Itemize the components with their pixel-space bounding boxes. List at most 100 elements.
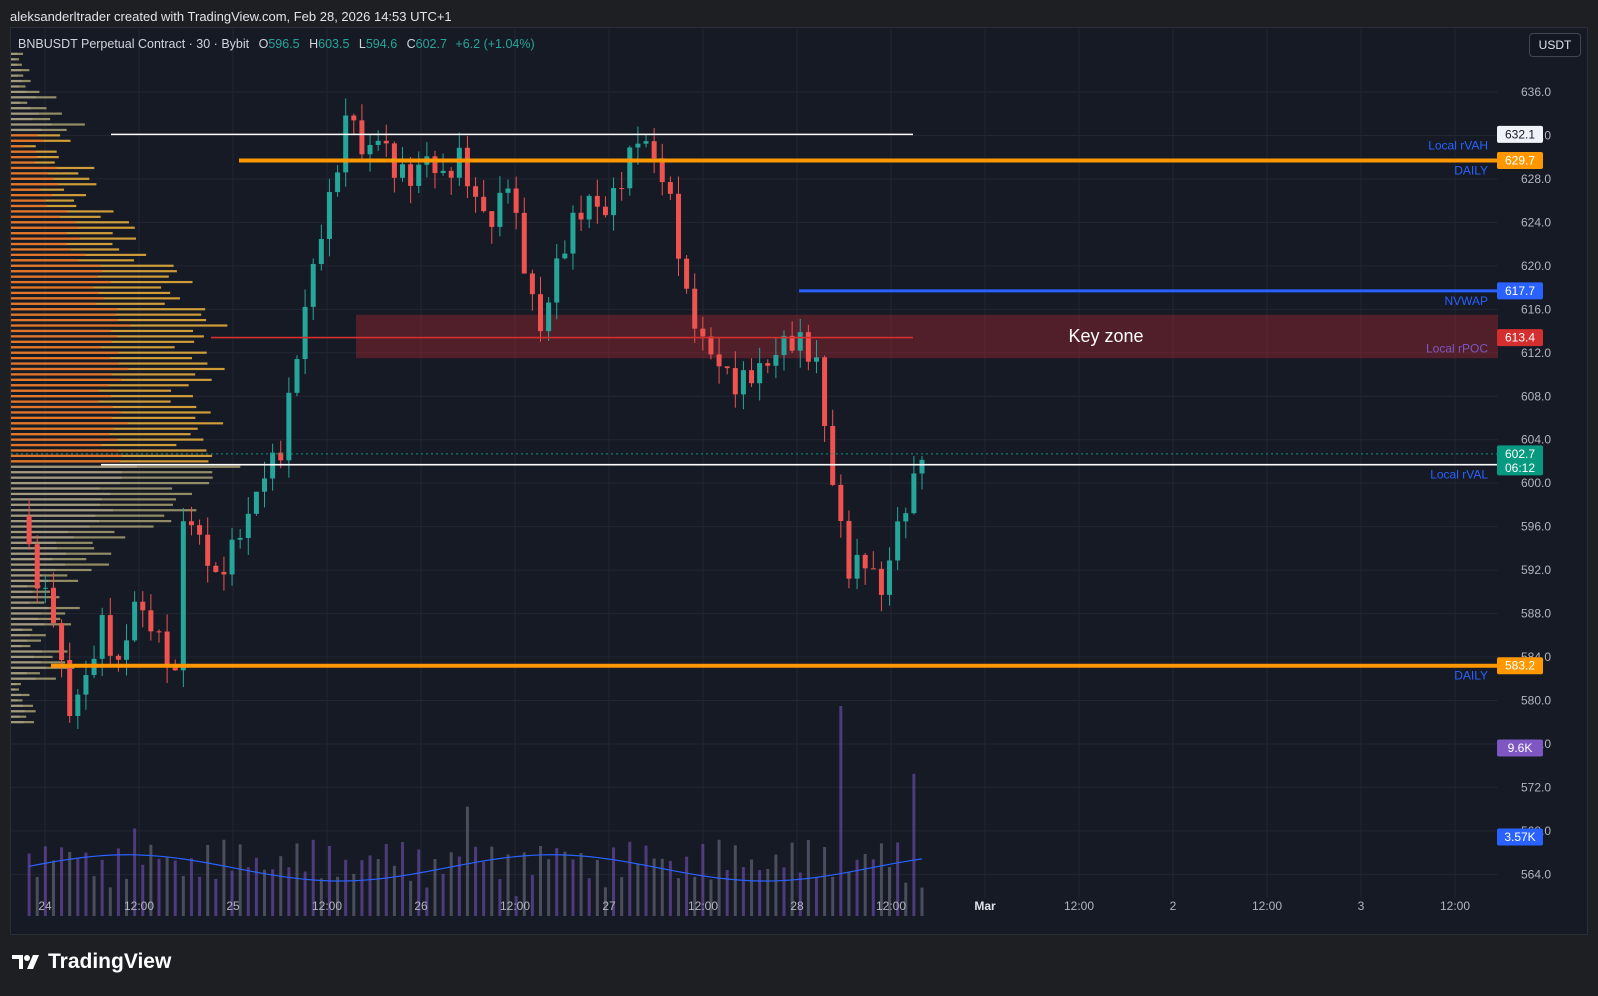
volume-bar	[254, 857, 258, 916]
candle-body	[513, 188, 519, 213]
volume-profile-bar-inner	[11, 443, 102, 447]
volume-profile-bar-inner	[11, 308, 118, 311]
candle-body	[164, 631, 170, 667]
volume-profile-bar-inner	[11, 188, 41, 191]
volume-profile-bar-inner	[11, 644, 22, 648]
volume-bar	[538, 846, 542, 916]
candle-body	[172, 666, 178, 671]
close-label: C	[406, 37, 416, 51]
volume-profile-bar-inner	[11, 721, 24, 724]
candle-body	[408, 164, 414, 186]
volume-profile-bar-inner	[11, 346, 102, 349]
volume-profile-bar-inner	[11, 503, 101, 506]
volume-profile-bar-inner	[11, 237, 80, 240]
volume-bar	[636, 863, 640, 916]
symbol-title[interactable]: BNBUSDT Perpetual Contract · 30 · Bybit	[18, 37, 250, 51]
volume-profile-bar-inner	[11, 324, 131, 327]
volume-bar	[547, 859, 551, 916]
volume-profile-bar-inner	[11, 574, 42, 577]
candle-body	[83, 675, 89, 695]
volume-profile-bar-inner	[11, 650, 43, 653]
last-price-label: 602.7	[1505, 447, 1535, 461]
volume-bar	[425, 887, 429, 916]
volume-profile-bar-inner	[11, 530, 68, 534]
candle-body	[854, 554, 860, 579]
volume-profile-bar-inner	[11, 558, 53, 561]
candle-body	[521, 212, 527, 274]
volume-profile-bar-inner	[11, 210, 68, 213]
candle-body	[724, 366, 730, 369]
tradingview-logo[interactable]: TradingView	[12, 950, 171, 974]
volume-bar	[741, 867, 745, 916]
volume-bar	[68, 852, 72, 916]
candle-body	[578, 212, 584, 220]
volume-profile-bar-inner	[11, 286, 94, 289]
candle-body	[749, 370, 755, 384]
volume-profile-bar-inner	[11, 509, 113, 512]
candle-body	[602, 206, 608, 216]
volume-bar	[814, 877, 818, 916]
volume-bar	[798, 872, 802, 916]
volume-bar	[474, 846, 478, 916]
volume-profile-bar-inner	[11, 74, 18, 77]
price-tick-label: 572.0	[1521, 780, 1551, 794]
volume-profile-bar-inner	[11, 90, 27, 93]
time-tick-label: 12:00	[124, 899, 154, 913]
candle-body	[797, 332, 803, 351]
volume-profile-bar-inner	[11, 628, 23, 631]
volume-bar	[530, 875, 534, 916]
time-tick-label: 12:00	[312, 899, 342, 913]
volume-profile-bar-inner	[11, 400, 99, 403]
volume-profile-bar-inner	[11, 699, 18, 702]
volume-bar	[157, 858, 161, 916]
price-tick-label: 620.0	[1521, 259, 1551, 273]
volume-bar	[43, 846, 47, 916]
volume-profile-bar-inner	[11, 134, 38, 137]
close-value: 602.7	[415, 37, 447, 51]
candle-body	[318, 239, 324, 265]
volume-bar	[271, 869, 275, 916]
key-zone-label: Key zone	[1068, 326, 1143, 346]
bar-countdown-label: 06:12	[1505, 461, 1535, 475]
price-badge: 629.7	[1505, 153, 1535, 167]
volume-bar	[904, 882, 908, 916]
candle-body	[619, 188, 625, 190]
level-name: Local rVAL	[1430, 468, 1488, 482]
volume-profile-bar-inner	[11, 221, 76, 224]
volume-bar	[644, 845, 648, 916]
chart-pane[interactable]: Key zone Local rVAH DAILY NVWAP Local rPOC Lo…	[10, 27, 1588, 935]
time-tick-label: 12:00	[500, 899, 530, 913]
volume-bar	[465, 806, 469, 916]
candle-body	[359, 120, 365, 155]
price-tick-label: 628.0	[1521, 172, 1551, 186]
volume-bar	[214, 878, 218, 916]
price-tick-label: 636.0	[1521, 85, 1551, 99]
volume-bar	[790, 842, 794, 916]
level-name: Local rPOC	[1426, 342, 1488, 356]
volume-ma-badge-bg	[1497, 828, 1543, 846]
volume-bar	[417, 849, 421, 916]
volume-profile-bar-inner	[11, 150, 37, 153]
volume-bar	[116, 848, 120, 916]
volume-bar	[506, 854, 510, 916]
price-badge-bg	[1497, 125, 1543, 143]
volume-profile-bar-inner	[11, 433, 110, 436]
candle-body	[594, 195, 600, 207]
candle-body	[286, 392, 292, 461]
key-zone	[356, 314, 1498, 359]
volume-bar	[879, 843, 883, 916]
volume-bar	[165, 857, 169, 916]
volume-profile-bar-inner	[11, 389, 100, 392]
candle-body	[570, 212, 576, 254]
candle-body	[400, 164, 406, 178]
time-tick-label: 28	[790, 899, 804, 913]
volume-profile-bar-inner	[11, 536, 74, 539]
volume-profile-bar-inner	[11, 199, 46, 202]
volume-bar	[668, 860, 672, 916]
candle-body	[197, 525, 203, 535]
currency-button[interactable]: USDT	[1529, 33, 1581, 57]
candle-body	[229, 539, 235, 575]
volume-bar	[303, 871, 307, 916]
volume-profile-bar-inner	[11, 329, 112, 333]
